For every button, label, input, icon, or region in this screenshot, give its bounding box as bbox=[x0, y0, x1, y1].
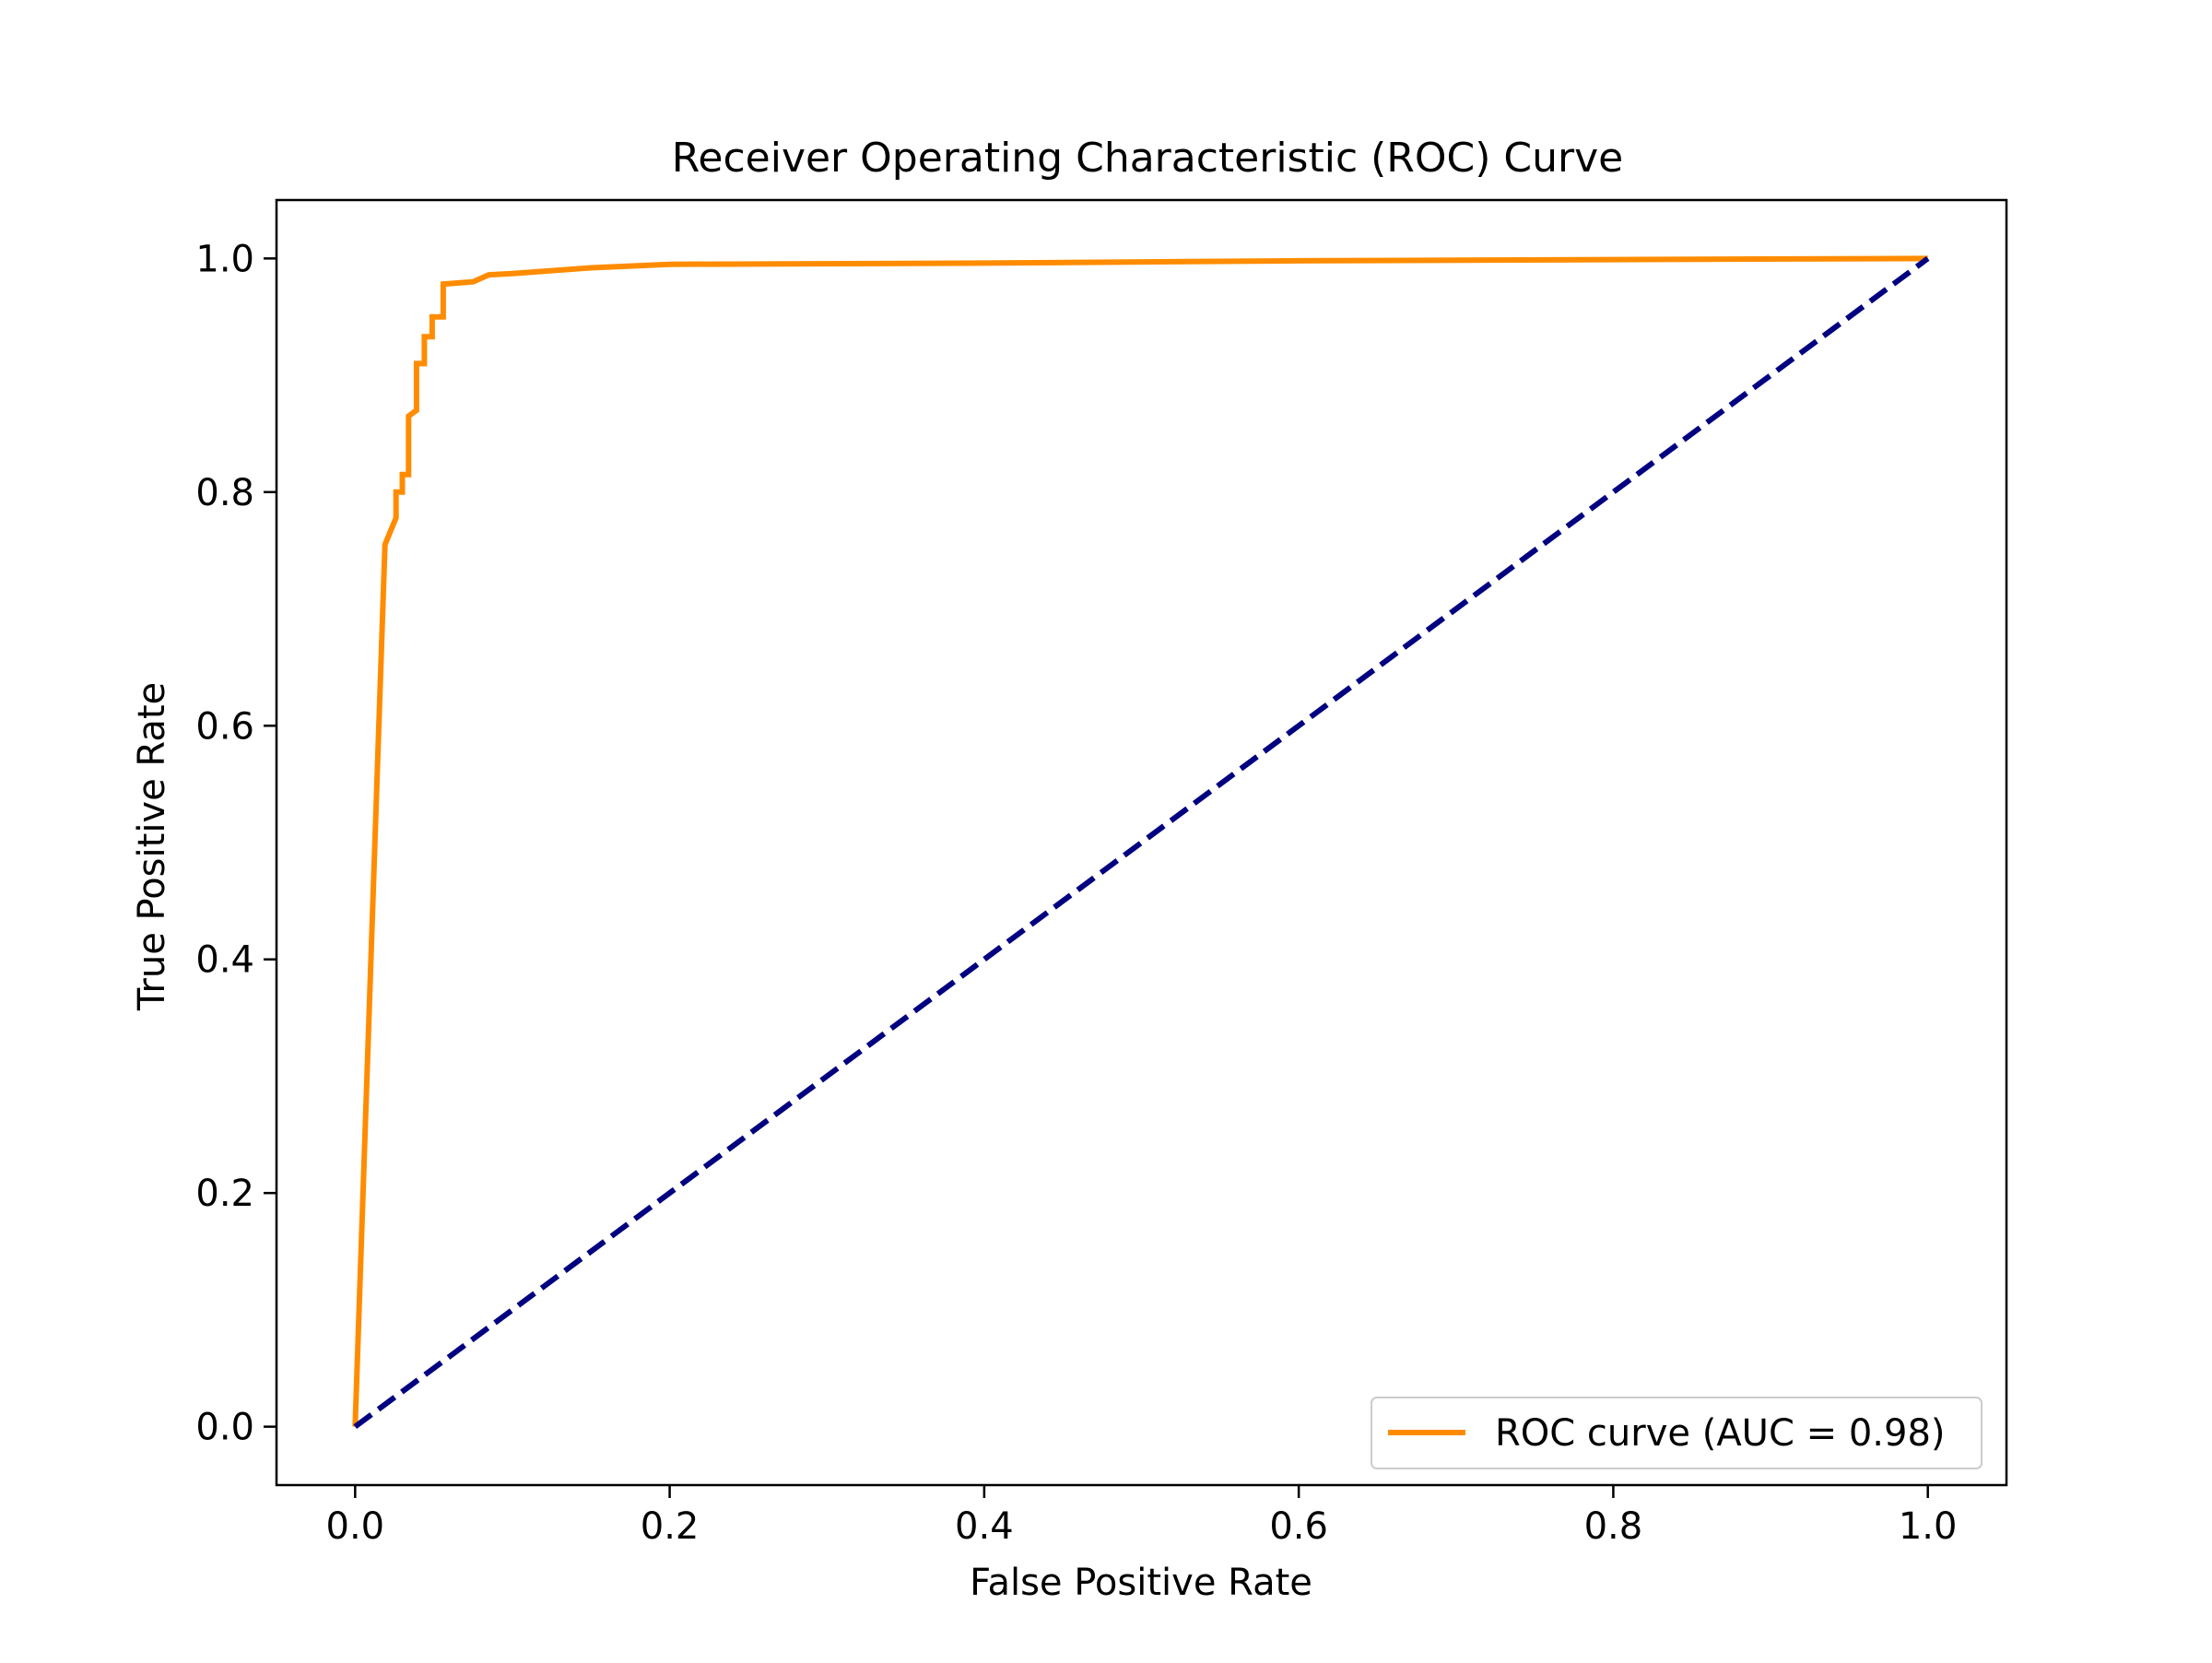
y-tick-label: 0.6 bbox=[195, 705, 254, 748]
legend: ROC curve (AUC = 0.98) bbox=[1371, 1397, 1983, 1469]
x-tick-label: 0.6 bbox=[1269, 1505, 1328, 1548]
y-tick-label: 0.4 bbox=[195, 939, 254, 982]
legend-label-roc: ROC curve (AUC = 0.98) bbox=[1495, 1412, 1946, 1455]
x-tick-label: 0.4 bbox=[955, 1505, 1014, 1548]
y-tick-label: 1.0 bbox=[195, 238, 254, 280]
roc-curve-line bbox=[352, 255, 1928, 1427]
y-tick-label: 0.0 bbox=[195, 1407, 254, 1449]
chart-title: Receiver Operating Characteristic (ROC) … bbox=[672, 135, 1623, 182]
axes-frame bbox=[275, 198, 2008, 1487]
x-tick-label: 0.2 bbox=[641, 1505, 700, 1548]
chance-line bbox=[353, 255, 1930, 1430]
x-tick-label: 1.0 bbox=[1899, 1505, 1958, 1548]
x-axis-label: False Positive Rate bbox=[970, 1562, 1312, 1604]
plot-area: 0.0 0.2 0.4 0.6 0.8 1.0 0.0 0.2 0.4 0.6 0.8 1.0 bbox=[195, 198, 2008, 1548]
x-tick-label: 0.8 bbox=[1584, 1505, 1643, 1548]
legend-box bbox=[1371, 1397, 1983, 1469]
y-tick-label: 0.2 bbox=[195, 1173, 254, 1215]
y-axis-label: True Positive Rate bbox=[131, 682, 173, 1011]
x-tick-label: 0.0 bbox=[326, 1505, 385, 1548]
y-tick-label: 0.8 bbox=[195, 472, 254, 514]
